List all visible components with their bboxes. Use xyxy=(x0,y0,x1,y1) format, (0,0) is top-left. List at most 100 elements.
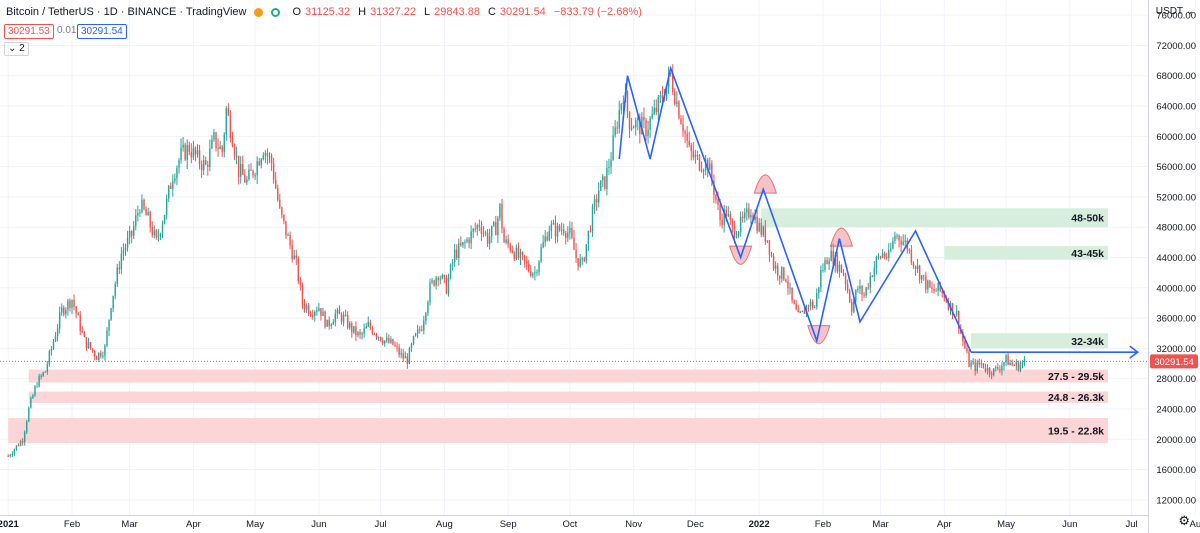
candle-body xyxy=(227,108,230,116)
candle-body xyxy=(458,243,460,258)
candle-body xyxy=(396,345,398,348)
candle-body xyxy=(172,181,174,189)
candle-body xyxy=(13,449,16,454)
candle-body xyxy=(309,313,312,316)
candle-body xyxy=(791,287,793,301)
currency-selector[interactable]: USDT ⌄ xyxy=(1155,6,1194,17)
candle-body xyxy=(853,300,855,312)
candle-body xyxy=(493,222,495,226)
candle-body xyxy=(122,250,125,254)
candle-body xyxy=(38,375,40,387)
candle-body xyxy=(274,179,277,189)
candle-body xyxy=(925,275,927,290)
high-label: H xyxy=(358,6,367,18)
candle-body xyxy=(441,274,444,279)
sell-price-button[interactable]: 30291.53 xyxy=(4,24,54,39)
gear-icon[interactable]: ⚙ xyxy=(1178,513,1190,528)
candle-body xyxy=(632,127,635,129)
candle-body xyxy=(982,363,985,368)
candle-body xyxy=(100,352,102,357)
candle-body xyxy=(303,304,306,310)
candle-body xyxy=(813,306,816,308)
candle-body xyxy=(211,139,213,149)
resistance-zone-label: 43-45k xyxy=(1071,248,1104,260)
x-tick-label: Apr xyxy=(186,519,201,530)
candle-body xyxy=(528,263,530,272)
symbol-title[interactable]: Bitcoin / TetherUS · 1D · BINANCE · Trad… xyxy=(6,6,247,18)
candle-body xyxy=(453,249,456,263)
candle-body xyxy=(1017,362,1020,371)
candle-body xyxy=(151,227,153,236)
candle-body xyxy=(1021,361,1024,365)
candle-body xyxy=(579,258,581,267)
candle-body xyxy=(651,113,653,119)
candle-body xyxy=(67,300,69,310)
candle-body xyxy=(737,231,740,237)
x-tick-label: Mar xyxy=(121,519,137,530)
candle-body xyxy=(999,369,1001,371)
candle-body xyxy=(774,265,777,269)
candle-body xyxy=(470,231,472,244)
candle-body xyxy=(1013,365,1015,367)
candle-body xyxy=(688,140,690,145)
candle-body xyxy=(958,310,960,329)
support-zone-label: 27.5 - 29.5k xyxy=(1048,371,1104,383)
candle-body xyxy=(73,299,75,307)
candle-body xyxy=(81,331,84,333)
candle-body xyxy=(180,147,182,161)
candle-body xyxy=(713,180,715,195)
candle-body xyxy=(639,118,641,135)
candle-body xyxy=(449,264,452,279)
candle-body xyxy=(1019,364,1022,371)
candle-body xyxy=(377,336,380,338)
candle-body xyxy=(439,278,441,280)
candle-body xyxy=(346,315,349,328)
buy-price-button[interactable]: 30291.54 xyxy=(77,24,127,39)
candle-body xyxy=(873,267,876,277)
candle-body xyxy=(488,236,491,244)
candle-body xyxy=(349,323,351,328)
candle-body xyxy=(635,120,637,128)
x-tick-label: Jul xyxy=(1125,519,1137,530)
candle-body xyxy=(248,169,250,180)
candle-body xyxy=(320,308,322,317)
y-tick-label: 36000.00 xyxy=(1156,314,1196,325)
candle-body xyxy=(513,252,516,260)
pattern-layer xyxy=(0,65,1148,362)
candle-body xyxy=(363,328,365,334)
candle-body xyxy=(314,311,316,316)
candle-body xyxy=(373,333,376,335)
candle-body xyxy=(83,332,86,338)
candle-body xyxy=(468,239,470,244)
candle-body xyxy=(894,235,896,241)
current-price-label: 30291.54 xyxy=(1154,357,1194,368)
candle-body xyxy=(696,155,699,157)
candle-body xyxy=(260,159,263,166)
candle-body xyxy=(663,98,666,100)
rounded-top-arc xyxy=(829,227,854,247)
y-tick-label: 76000.00 xyxy=(1156,11,1196,22)
x-tick-label: 2022 xyxy=(749,519,770,530)
candle-body xyxy=(674,91,676,105)
candle-body xyxy=(429,282,431,303)
candle-body xyxy=(217,148,219,150)
candle-body xyxy=(682,123,684,132)
candle-body xyxy=(388,337,390,343)
candle-body xyxy=(770,254,773,256)
candle-body xyxy=(824,260,826,270)
candle-body xyxy=(462,242,464,246)
candle-body xyxy=(421,329,423,331)
candle-body xyxy=(163,214,166,224)
candle-body xyxy=(902,241,904,245)
indicators-toggle-button[interactable]: ⌄ 2 xyxy=(4,42,29,56)
candle-body xyxy=(964,340,966,349)
candle-body xyxy=(830,250,832,261)
candle-body xyxy=(575,249,577,259)
candle-body xyxy=(447,278,450,294)
candle-body xyxy=(186,145,188,160)
candle-body xyxy=(209,148,211,167)
candle-body xyxy=(322,311,324,317)
candle-body xyxy=(30,398,32,408)
candle-body xyxy=(935,290,937,292)
